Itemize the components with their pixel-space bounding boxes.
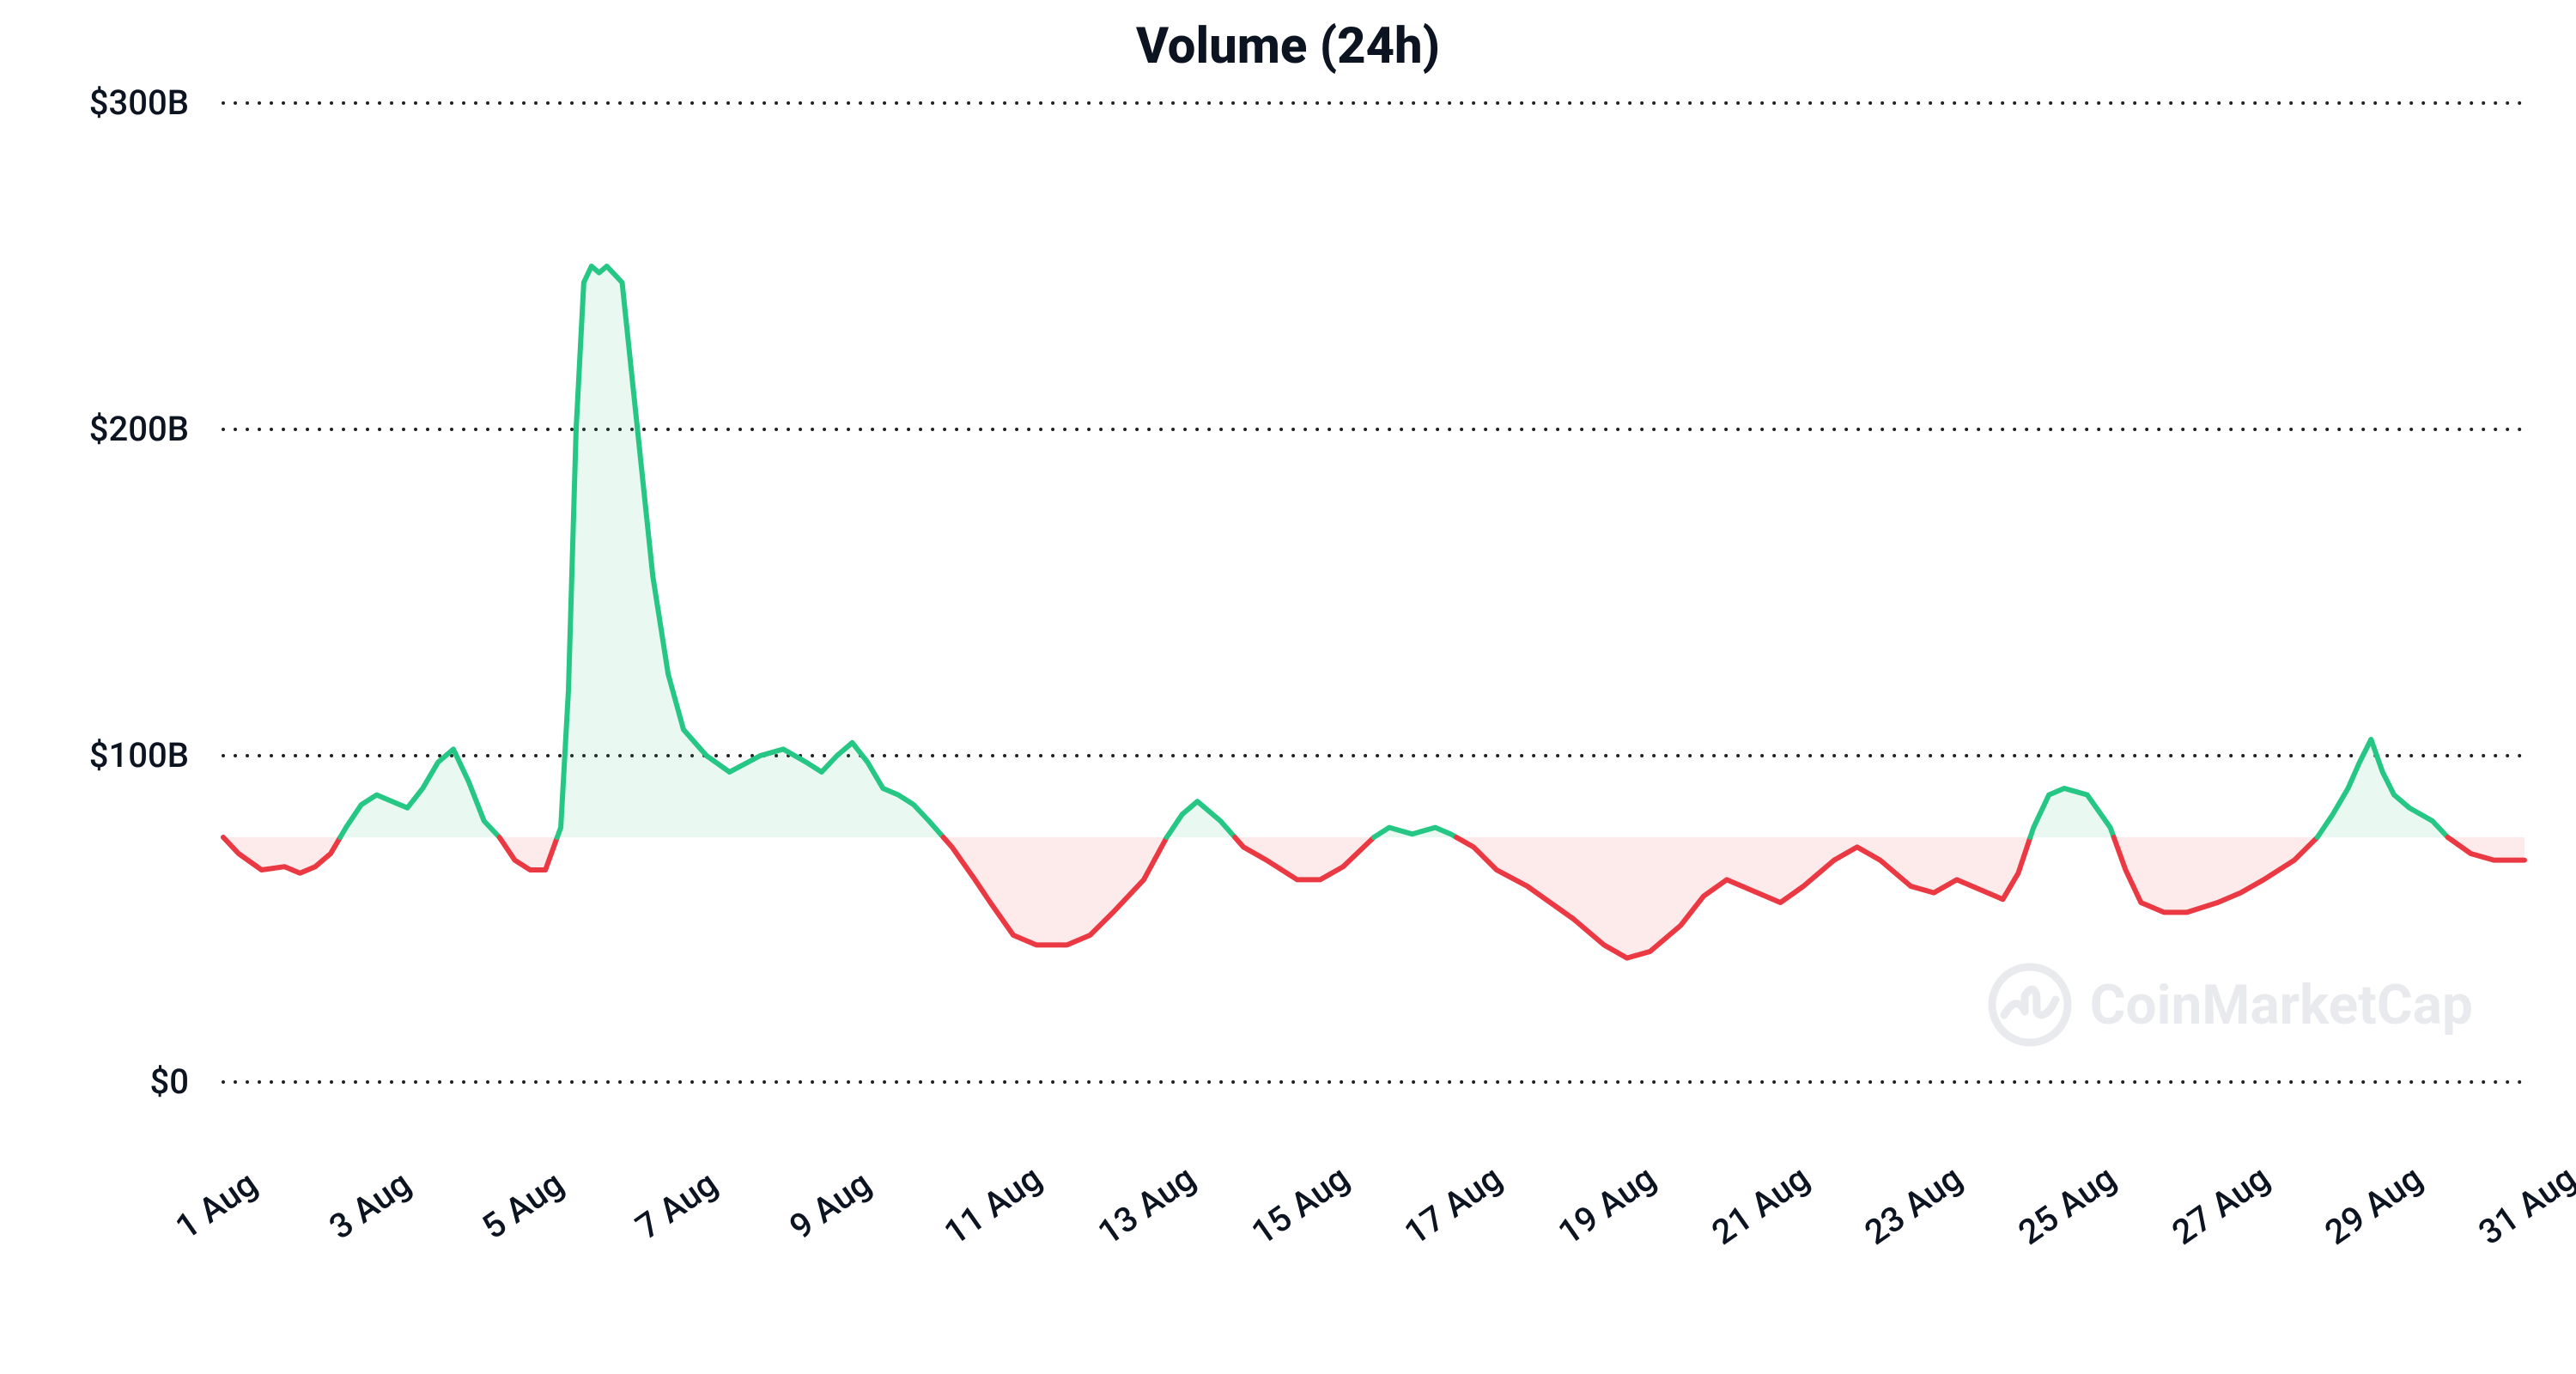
y-tick-label: $300B — [0, 82, 189, 123]
watermark: CoinMarketCap — [1987, 962, 2473, 1048]
chart-container: Volume (24h) $0$100B$200B$300B 1 Aug3 Au… — [0, 0, 2576, 1374]
area-fill-up — [2318, 739, 2448, 837]
area-fill-up — [557, 266, 944, 837]
y-tick-label: $0 — [0, 1061, 189, 1102]
y-tick-label: $200B — [0, 409, 189, 449]
y-tick-label: $100B — [0, 735, 189, 775]
coinmarketcap-logo-icon — [1987, 962, 2073, 1048]
watermark-text: CoinMarketCap — [2090, 973, 2473, 1037]
